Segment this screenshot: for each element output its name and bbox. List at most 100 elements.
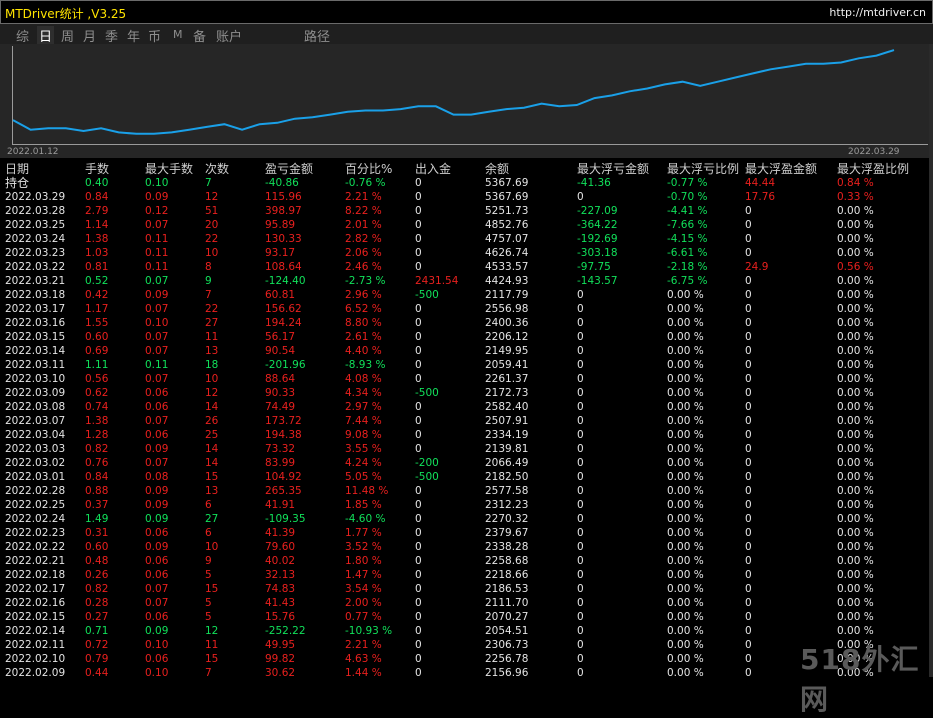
table-cell: 0.84 xyxy=(85,471,109,483)
table-cell: 0.76 xyxy=(85,457,109,469)
table-cell: 0 xyxy=(577,401,584,413)
table-cell: 2182.50 xyxy=(485,471,529,483)
table-cell: -40.86 xyxy=(265,177,299,189)
table-cell: 0 xyxy=(745,513,752,525)
table-cell: 0.00 % xyxy=(837,443,874,455)
table-cell: 2022.02.24 xyxy=(5,513,66,525)
table-cell: 1.38 xyxy=(85,415,109,427)
table-cell: 11.48 % xyxy=(345,485,389,497)
table-cell: 3.52 % xyxy=(345,541,382,553)
table-cell: 0 xyxy=(577,569,584,581)
table-row: 2022.03.14 0.69 0.07 13 90.54 4.40 % 0 2149.95 0… xyxy=(0,344,929,358)
table-cell: 0 xyxy=(415,443,422,455)
table-cell: 0 xyxy=(577,457,584,469)
table-cell: 12 xyxy=(205,191,219,203)
tab-account[interactable]: 账户 xyxy=(216,30,243,45)
table-cell: 0.09 xyxy=(145,443,169,455)
table-cell: 0 xyxy=(415,429,422,441)
tab-quarterly[interactable]: 季 xyxy=(105,30,119,45)
table-cell: 0.00 % xyxy=(667,373,704,385)
table-cell: 2022.02.11 xyxy=(5,639,66,651)
table-cell: 0.00 % xyxy=(837,317,874,329)
table-cell: 0.09 xyxy=(145,485,169,497)
table-cell: 0 xyxy=(415,499,422,511)
table-cell: 1.38 xyxy=(85,233,109,245)
tab-daily[interactable]: 日 xyxy=(37,26,55,45)
table-row: 2022.03.04 1.28 0.06 25 194.38 9.08 % 0 2334.19… xyxy=(0,428,929,442)
table-cell: 2022.03.16 xyxy=(5,317,66,329)
table-cell: 115.96 xyxy=(265,191,302,203)
table-cell: 0 xyxy=(745,429,752,441)
table-row: 2022.03.21 0.52 0.07 9 -124.40 -2.73 % 2431.54… xyxy=(0,274,929,288)
table-cell: 41.43 xyxy=(265,597,296,609)
table-cell: 0 xyxy=(745,499,752,511)
table-row: 2022.03.08 0.74 0.06 14 74.49 2.97 % 0 2582.40 0… xyxy=(0,400,929,414)
table-cell: 2054.51 xyxy=(485,625,529,637)
table-cell: 2306.73 xyxy=(485,639,529,651)
table-cell: 79.60 xyxy=(265,541,296,553)
table-cell: 2022.03.23 xyxy=(5,247,66,259)
table-row: 2022.03.17 1.17 0.07 22 156.62 6.52 % 0 2556.98… xyxy=(0,302,929,316)
table-cell: -500 xyxy=(415,471,439,483)
tab-notes[interactable]: 备 xyxy=(193,30,207,45)
table-cell: 18 xyxy=(205,359,219,371)
table-cell: 0 xyxy=(745,443,752,455)
table-header: 日期 手数 最大手数 次数 盈亏金额 百分比% 出入金 余额 最大浮亏金额 最大浮亏比例 最大浮盈金… xyxy=(0,160,929,176)
table-cell: 0.00 % xyxy=(837,205,874,217)
table-cell: 0 xyxy=(577,191,584,203)
table-cell: 88.64 xyxy=(265,373,296,385)
table-cell: 0.00 % xyxy=(667,499,704,511)
table-cell: 0.84 % xyxy=(837,177,874,189)
table-cell: 0 xyxy=(745,401,752,413)
table-cell: 0 xyxy=(577,541,584,553)
table-cell: 0 xyxy=(577,331,584,343)
table-cell: 2022.02.22 xyxy=(5,541,66,553)
tab-weekly[interactable]: 周 xyxy=(61,30,75,45)
table-cell: 0.00 % xyxy=(837,653,874,665)
table-cell: 0 xyxy=(577,303,584,315)
table-cell: 0 xyxy=(745,653,752,665)
table-cell: 0.00 % xyxy=(667,513,704,525)
table-cell: 0 xyxy=(415,261,422,273)
tab-m[interactable]: M xyxy=(173,28,183,41)
table-cell: 0.07 xyxy=(145,219,169,231)
table-cell: 0.00 % xyxy=(667,401,704,413)
table-cell: 0.00 % xyxy=(837,625,874,637)
table-cell: 30.62 xyxy=(265,667,296,679)
table-cell: 74.49 xyxy=(265,401,296,413)
table-cell: 0.00 % xyxy=(837,541,874,553)
table-cell: 2.06 % xyxy=(345,247,382,259)
table-cell: 0 xyxy=(415,247,422,259)
table-cell: 0.09 xyxy=(145,289,169,301)
table-cell: 0 xyxy=(745,555,752,567)
table-cell: 5367.69 xyxy=(485,191,529,203)
table-cell: -7.66 % xyxy=(667,219,708,231)
tab-monthly[interactable]: 月 xyxy=(83,30,97,45)
table-cell: 15 xyxy=(205,471,219,483)
table-cell: 2022.03.24 xyxy=(5,233,66,245)
table-cell: 90.54 xyxy=(265,345,296,357)
table-cell: -201.96 xyxy=(265,359,306,371)
scrollbar[interactable] xyxy=(929,44,933,677)
table-row: 2022.03.02 0.76 0.07 14 83.99 4.24 % -200 2066.… xyxy=(0,456,929,470)
table-cell: 2022.03.15 xyxy=(5,331,66,343)
tab-path[interactable]: 路径 xyxy=(304,30,331,45)
website-link[interactable]: http://mtdriver.cn xyxy=(829,6,926,19)
table-cell: 0.62 xyxy=(85,387,109,399)
table-cell: 2.21 % xyxy=(345,191,382,203)
table-row: 2022.03.01 0.84 0.08 15 104.92 5.05 % -500 2182… xyxy=(0,470,929,484)
table-cell: -41.36 xyxy=(577,177,611,189)
table-cell: 0.00 % xyxy=(837,457,874,469)
tab-yearly[interactable]: 年 xyxy=(127,30,141,45)
table-cell: 0 xyxy=(577,611,584,623)
table-cell: 194.38 xyxy=(265,429,302,441)
tab-currency[interactable]: 币 xyxy=(148,30,162,45)
tab-summary[interactable]: 综 xyxy=(16,30,30,45)
table-cell: 0.11 xyxy=(145,359,169,371)
table-cell: 0.77 % xyxy=(345,611,382,623)
table-cell: 0 xyxy=(577,653,584,665)
table-cell: 7 xyxy=(205,177,212,189)
equity-line xyxy=(12,49,895,135)
table-cell: 0.00 % xyxy=(837,289,874,301)
table-cell: 2149.95 xyxy=(485,345,529,357)
